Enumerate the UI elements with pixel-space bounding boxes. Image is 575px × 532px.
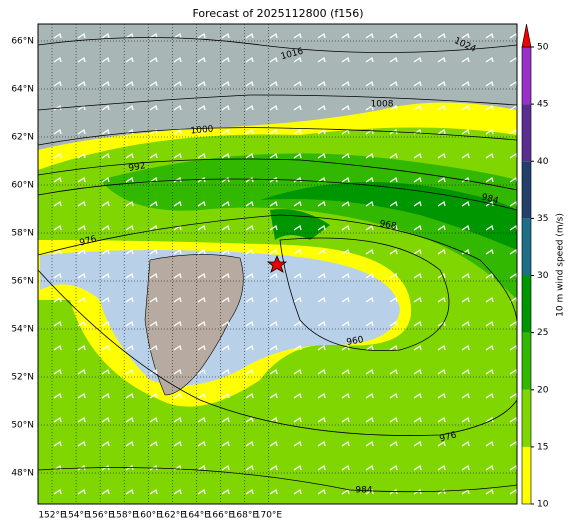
isobar-label: 1008 — [371, 100, 394, 110]
colorbar-segment — [522, 275, 531, 333]
colorbar-extend — [521, 23, 532, 48]
colorbar-tick-label: 45 — [537, 100, 548, 110]
lon-label: 162°E — [159, 511, 187, 521]
colorbar-segment — [522, 446, 531, 504]
colorbar-segment — [522, 104, 531, 162]
lon-label: 158°E — [110, 511, 138, 521]
colorbar-tick-label: 30 — [537, 271, 549, 281]
map-frame — [37, 23, 518, 505]
lon-label: 160°E — [135, 511, 163, 521]
lat-label: 58°N — [11, 229, 34, 239]
colorbar-tick-label: 40 — [537, 157, 549, 167]
lon-label: 164°E — [183, 511, 211, 521]
lon-label: 166°E — [207, 511, 235, 521]
colorbar-tick-label: 50 — [537, 43, 549, 53]
isobar-label: 960 — [346, 335, 365, 348]
isobar-label: 1000 — [190, 124, 214, 136]
lon-label: 154°E — [62, 511, 90, 521]
isobar-label: 984 — [355, 486, 372, 496]
lon-label: 152°E — [38, 511, 66, 521]
lon-label: 170°E — [255, 511, 283, 521]
lat-label: 64°N — [11, 85, 34, 95]
colorbar-segment — [522, 161, 531, 219]
isobar-label: 976 — [79, 234, 98, 248]
lat-label: 54°N — [11, 325, 34, 335]
isobar-label: 968 — [379, 219, 398, 232]
lon-label: 168°E — [231, 511, 259, 521]
map-area — [38, 24, 517, 504]
lat-label: 48°N — [11, 469, 34, 479]
isobar-label: 976 — [439, 430, 458, 444]
colorbar-tick-label: 35 — [537, 214, 548, 224]
colorbar-tick-label: 15 — [537, 442, 548, 452]
colorbar-tick-label: 25 — [537, 328, 548, 338]
colorbar-segment — [522, 218, 531, 276]
location-star — [266, 254, 288, 273]
colorbar-segment — [522, 332, 531, 390]
lat-label: 66°N — [11, 37, 34, 47]
lat-label: 50°N — [11, 421, 34, 431]
lat-label: 56°N — [11, 277, 34, 287]
map-title: Forecast of 2025112800 (f156) — [192, 7, 363, 20]
lat-label: 62°N — [11, 133, 34, 143]
isobars — [38, 37, 517, 493]
colorbar-segment — [522, 389, 531, 447]
colorbar-label: 10 m wind speed (m/s) — [556, 213, 566, 317]
colorbar-tick-label: 20 — [537, 385, 549, 395]
graticule — [38, 24, 517, 504]
isobar-label: 984 — [480, 192, 499, 206]
isobar-label: 992 — [128, 161, 147, 174]
lat-label: 52°N — [11, 373, 34, 383]
lat-label: 60°N — [11, 181, 34, 191]
colorbar-segment — [522, 47, 531, 105]
colorbar-tick-label: 10 — [537, 500, 549, 510]
lon-label: 156°E — [86, 511, 114, 521]
